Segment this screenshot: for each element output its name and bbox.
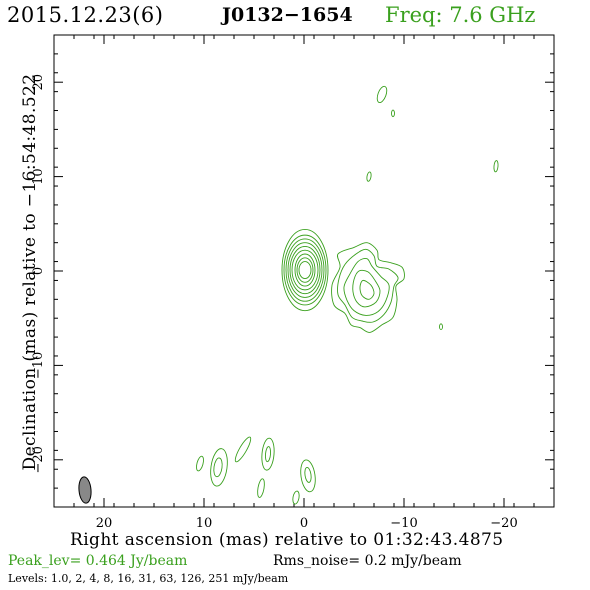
rms-noise: Rms_noise= 0.2 mJy/beam (273, 553, 462, 569)
frequency-label: Freq: 7.6 GHz (385, 3, 536, 27)
y-tick-label: 0 (31, 267, 46, 275)
core-contour (287, 242, 323, 298)
x-tick-label: 0 (300, 516, 308, 531)
contour-levels: Levels: 1.0, 2, 4, 8, 16, 31, 63, 126, 2… (8, 572, 289, 585)
x-axis-label: Right ascension (mas) relative to 01:32:… (70, 530, 504, 550)
noise-contour (493, 160, 499, 173)
peak-level: Peak_lev= 0.464 Jy/beam (8, 553, 188, 569)
x-tick-label: 20 (96, 516, 113, 531)
jet-contour (337, 248, 399, 323)
y-axis-label: Declination (mas) relative to −16:54:48.… (20, 73, 40, 471)
core-contour (294, 253, 316, 287)
y-tick-label: −20 (31, 446, 46, 473)
core-contour (289, 246, 321, 295)
x-tick-label: −20 (490, 516, 517, 531)
noise-contour (261, 437, 275, 471)
jet-contour (343, 258, 390, 316)
noise-contour (366, 171, 372, 182)
epoch-date: 2015.12.23(6) (7, 3, 164, 27)
x-tick-label: 10 (196, 516, 213, 531)
noise-contour (264, 446, 272, 463)
y-tick-label: 10 (31, 168, 46, 185)
core-contour (285, 238, 325, 302)
contours (78, 85, 499, 505)
noise-contour (304, 466, 312, 483)
core-contour (291, 249, 319, 291)
noise-contour (439, 323, 443, 330)
noise-contour (196, 455, 204, 472)
noise-contour (257, 478, 265, 498)
noise-contour (210, 448, 228, 487)
core-contour (298, 261, 312, 280)
jet-contour (331, 242, 405, 333)
core-contour (281, 229, 329, 312)
noise-contour (292, 490, 300, 505)
jet-contour (352, 269, 381, 308)
axis-ticks: 20 10 0 −10 −20 20 10 0 −10 −20 (31, 34, 555, 531)
y-tick-label: 20 (31, 74, 46, 91)
plot-frame (53, 34, 555, 508)
noise-contour (300, 459, 316, 493)
y-tick-label: −10 (31, 352, 46, 379)
x-tick-label: −10 (390, 516, 417, 531)
noise-contour (391, 109, 395, 118)
noise-contour (376, 85, 388, 104)
core-contour (296, 257, 314, 283)
jet-contour (359, 279, 375, 300)
core-contour (283, 234, 327, 306)
noise-contour (234, 436, 252, 463)
noise-contour (213, 457, 223, 478)
source-name: J0132−1654 (222, 4, 353, 26)
beam-ellipse (78, 476, 92, 504)
